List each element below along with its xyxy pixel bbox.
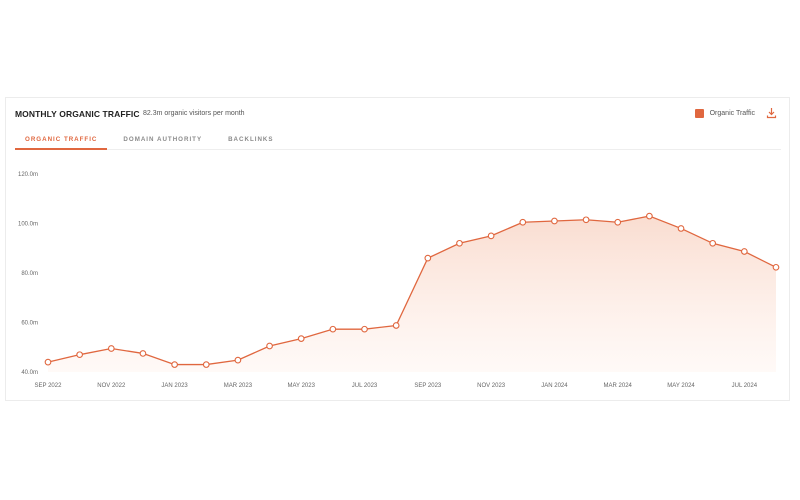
legend-swatch	[694, 109, 704, 118]
tab-domain-authority[interactable]: DOMAIN AUTHORITY	[123, 136, 203, 143]
y-tick-label: 80.0m	[21, 271, 38, 277]
data-point	[392, 322, 400, 329]
x-tick-label: NOV 2023	[477, 383, 506, 389]
data-point	[361, 325, 368, 333]
y-tick-label: 120.0m	[18, 172, 38, 178]
chart-subtitle: 82.3m organic visitors per month	[143, 110, 245, 117]
data-point	[740, 248, 748, 255]
data-point	[234, 356, 242, 364]
x-tick-label: MAR 2023	[224, 383, 253, 389]
x-tick-label: SEP 2023	[414, 383, 442, 389]
data-point	[424, 254, 432, 262]
data-point	[677, 225, 685, 232]
tab-organic-traffic[interactable]: ORGANIC TRAFFIC	[15, 134, 108, 150]
data-point	[646, 212, 653, 220]
data-point	[614, 218, 622, 226]
data-point	[709, 239, 717, 247]
chart-title: MONTHLY ORGANIC TRAFFIC	[15, 109, 140, 119]
legend[interactable]: Organic Traffic	[694, 109, 755, 118]
data-point	[487, 232, 495, 240]
x-tick-label: JUL 2024	[732, 383, 758, 389]
y-tick-label: 60.0m	[21, 321, 38, 327]
x-tick-label: SEP 2022	[35, 383, 63, 389]
tab-bar: ORGANIC TRAFFIC DOMAIN AUTHORITY BACKLIN…	[15, 134, 781, 150]
x-tick-label: MAR 2024	[604, 383, 633, 389]
x-tick-label: JAN 2023	[161, 383, 188, 389]
download-icon[interactable]	[766, 107, 777, 119]
y-tick-label: 40.0m	[21, 370, 38, 376]
data-point	[202, 361, 210, 368]
data-point	[519, 218, 527, 226]
data-point	[44, 358, 52, 366]
data-point	[171, 361, 178, 368]
data-point	[329, 325, 337, 333]
data-point	[107, 345, 115, 352]
tab-backlinks[interactable]: BACKLINKS	[228, 136, 274, 143]
data-point	[551, 217, 558, 225]
legend-label: Organic Traffic	[709, 110, 755, 117]
x-tick-label: MAY 2024	[667, 383, 695, 389]
y-tick-label: 100.0m	[18, 222, 38, 228]
x-tick-label: NOV 2022	[97, 383, 126, 389]
data-point	[582, 216, 590, 224]
x-tick-label: JAN 2024	[541, 383, 568, 389]
data-point	[456, 239, 463, 247]
data-point	[772, 263, 780, 271]
series-line	[47, 215, 777, 366]
data-point	[139, 350, 147, 357]
x-tick-label: JUL 2023	[352, 383, 378, 389]
area-fill	[48, 216, 776, 372]
data-point	[297, 335, 305, 342]
data-point	[76, 351, 84, 359]
x-tick-label: MAY 2023	[287, 383, 315, 389]
data-point	[266, 342, 273, 350]
